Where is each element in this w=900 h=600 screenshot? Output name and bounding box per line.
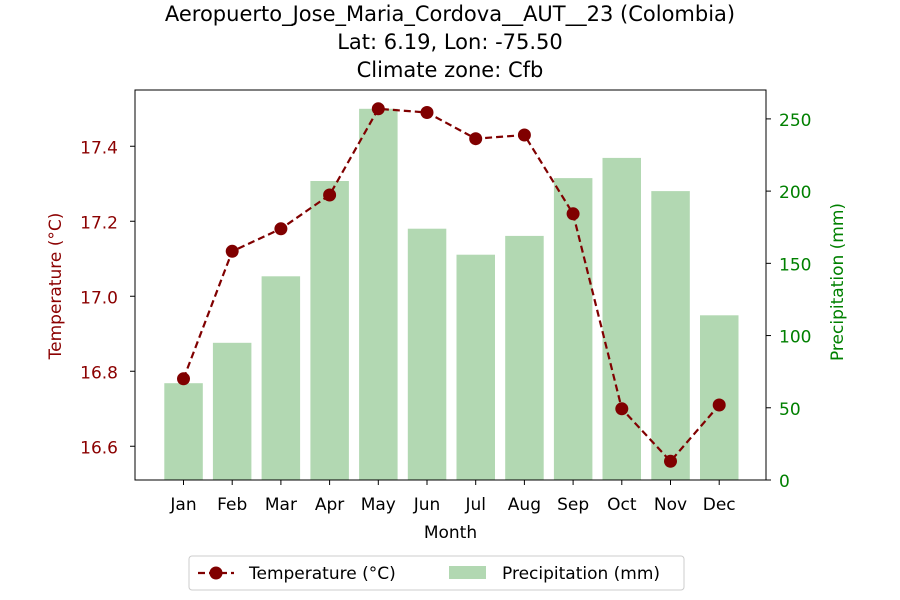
x-axis-label: Month [424, 523, 477, 543]
x-tick-label: May [361, 495, 396, 515]
precipitation-bar [407, 228, 447, 480]
temperature-point [274, 222, 288, 236]
temperature-line [177, 102, 726, 468]
x-tick-label: Sep [557, 495, 589, 515]
temperature-point [420, 106, 434, 119]
y-right-tick-label: 150 [779, 255, 811, 275]
title-line: Aeropuerto_Jose_Maria_Cordova__AUT__23 (… [165, 2, 735, 27]
temperature-point [566, 207, 580, 221]
legend-precipitation-label: Precipitation (mm) [502, 564, 660, 584]
x-tick-label: Jul [464, 495, 486, 515]
title-line: Climate zone: Cfb [357, 58, 544, 82]
y-right-tick-label: 200 [779, 183, 811, 203]
chart-title: Aeropuerto_Jose_Maria_Cordova__AUT__23 (… [165, 2, 735, 82]
x-tick-label: Aug [508, 495, 541, 515]
x-tick-label: Oct [607, 495, 637, 515]
temperature-point [712, 398, 726, 412]
x-tick-label: Dec [703, 495, 736, 515]
temperature-point [371, 102, 385, 116]
x-tick-label: Apr [315, 495, 344, 515]
x-tick-label: Jan [169, 495, 196, 515]
precipitation-bars [164, 108, 739, 481]
temperature-point [469, 132, 483, 146]
x-tick-label: Jun [413, 495, 441, 515]
x-axis: Jan Feb Mar Apr May Jun Jul Aug Sep Oct Nov Dec Mont… [169, 480, 736, 543]
precipitation-bar [505, 235, 544, 480]
y-right-tick-label: 50 [779, 400, 801, 420]
y-left-tick-label: 17.4 [80, 138, 118, 158]
title-line: Lat: 6.19, Lon: -75.50 [337, 30, 563, 54]
y-right-tick-label: 0 [779, 472, 790, 492]
x-tick-label: Nov [654, 495, 687, 515]
temperature-point [615, 402, 629, 416]
y-right-tick-label: 250 [779, 111, 811, 131]
y-axis-right: 0 50 100 150 200 250 Precipitation (mm) [766, 111, 848, 492]
legend-precipitation-swatch [449, 566, 486, 579]
plot-frame [134, 89, 767, 481]
legend-temperature-label: Temperature (°C) [248, 564, 396, 584]
y-left-tick-label: 16.8 [80, 363, 118, 383]
legend: Temperature (°C) Precipitation (mm) [188, 555, 685, 591]
precipitation-bar [164, 383, 203, 480]
temperature-series-line [182, 107, 721, 463]
precipitation-bar [212, 342, 252, 480]
temperature-point [517, 128, 531, 142]
temperature-point [323, 188, 337, 202]
x-tick-label: Mar [265, 495, 297, 515]
y-left-tick-label: 17.0 [80, 288, 118, 308]
precipitation-bar [700, 315, 739, 480]
y-axis-left: 16.6 16.8 17.0 17.2 17.4 Temperature (°C) [46, 138, 135, 458]
legend-box [188, 555, 685, 591]
precipitation-bar [359, 108, 398, 481]
precipitation-bar [456, 254, 495, 480]
precipitation-bar [553, 178, 593, 480]
precipitation-bar [602, 157, 641, 480]
y-right-axis-label: Precipitation (mm) [828, 203, 848, 361]
temperature-point [664, 454, 677, 468]
legend-temperature-marker [209, 566, 223, 580]
temperature-point [177, 372, 190, 386]
temperature-point [225, 244, 239, 258]
y-left-tick-label: 16.6 [80, 438, 118, 458]
y-left-tick-label: 17.2 [80, 213, 118, 233]
y-right-tick-label: 100 [779, 328, 811, 348]
precipitation-bar [261, 276, 301, 480]
precipitation-bar [651, 191, 690, 480]
precipitation-bar [310, 181, 349, 480]
x-tick-label: Feb [217, 495, 247, 515]
y-left-axis-label: Temperature (°C) [46, 213, 66, 361]
